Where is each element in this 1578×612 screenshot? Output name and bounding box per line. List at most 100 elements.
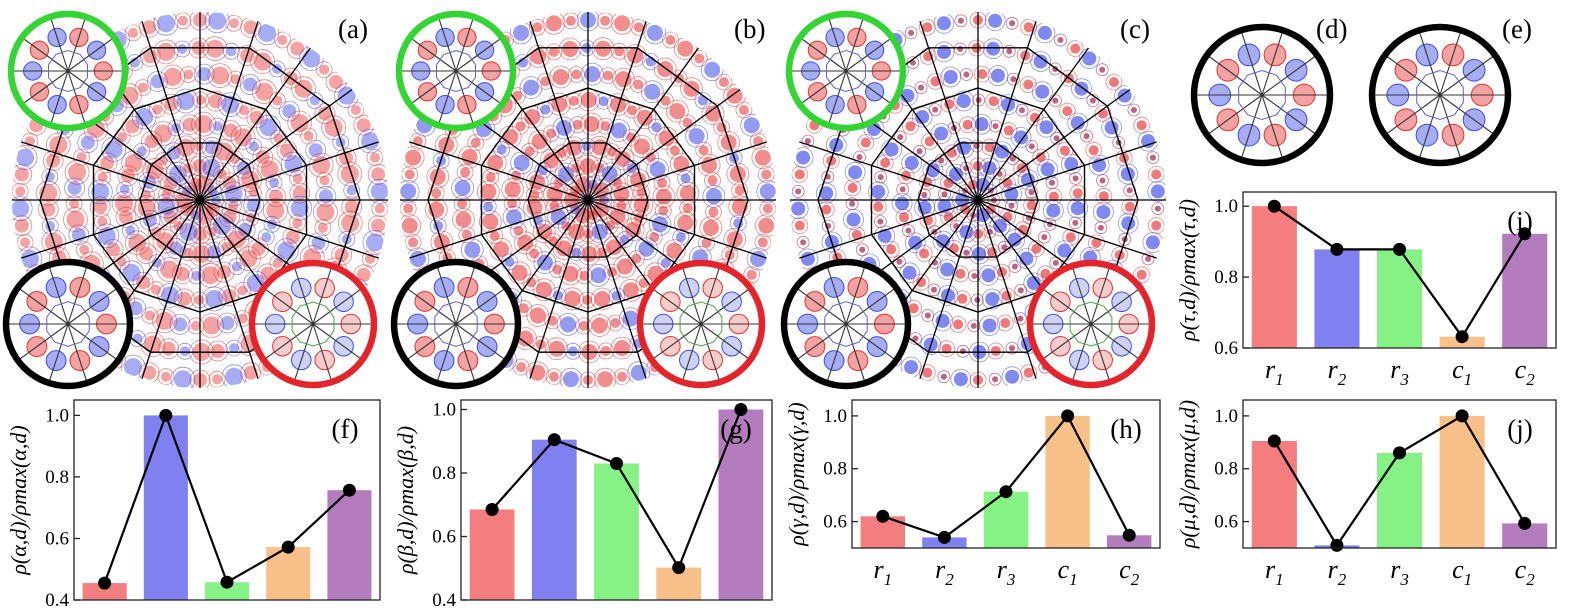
panel-label-h: (h): [1110, 414, 1141, 444]
point-h-c2: [1122, 528, 1136, 542]
ytick-label-f-3: 1.0: [45, 405, 69, 426]
xtick-label-i-c1: c1: [1452, 355, 1472, 389]
xtick-label-f-r1: r1: [95, 607, 114, 612]
bar-chart-i: 0.6 0.8 1.0 r1 r2 r3 c1 c2 (i) ρ(τ,d)/ρmax(τ,d): [1175, 191, 1557, 389]
bar-j-r1: [1251, 441, 1297, 548]
plot-frame-g: [460, 399, 773, 601]
ytick-label-f-2: 0.8: [45, 467, 69, 488]
point-h-r2: [937, 530, 951, 544]
ytick-label-h-1: 0.8: [823, 459, 847, 480]
bar-g-r3: [594, 463, 639, 600]
line-f: [103, 412, 351, 584]
ytick-label-j-2: 1.0: [1214, 406, 1238, 427]
xtick-label-j-c2: c2: [1515, 555, 1536, 589]
pattern-panel-e: [1368, 23, 1512, 167]
bar-chart-g: 0.4 0.6 0.8 1.0 r1 r2 r3 c1 c2 (g) ρ(β,d)/ρmax(β,d…: [393, 399, 773, 612]
xtick-label-j-c1: c1: [1452, 555, 1472, 589]
ylabel-i: ρ(τ,d)/ρmax(τ,d): [1175, 199, 1200, 342]
xtick-label-h-c1: c1: [1058, 555, 1078, 589]
point-i-r2: [1330, 242, 1344, 256]
pattern-panel-b: [390, 10, 776, 390]
ytick-label-g-2: 0.8: [432, 463, 456, 484]
ytick-label-h-0: 0.6: [823, 512, 847, 533]
ytick-label-i-0: 0.6: [1214, 338, 1238, 359]
bar-g-r1: [469, 509, 515, 600]
xtick-label-g-c2: c2: [731, 607, 752, 612]
point-g-c1: [672, 561, 686, 575]
xtick-label-g-c1: c1: [669, 607, 689, 612]
point-i-c2: [1518, 227, 1532, 241]
bar-j-c1: [1439, 415, 1485, 548]
point-f-r3: [220, 575, 234, 589]
point-j-r3: [1393, 446, 1406, 460]
xtick-label-i-r1: r1: [1265, 355, 1284, 389]
ylabel-j: ρ(μ,d)/ρmax(μ,d): [1175, 400, 1200, 549]
ytick-label-f-0: 0.4: [45, 590, 69, 611]
xtick-label-g-r1: r1: [483, 607, 502, 612]
pattern-panel-c: [780, 10, 1166, 390]
bar-chart-h: 0.6 0.8 1.0 r1 r2 r3 c1 c2 (h) ρ(γ,d)/ρmax(γ,d): [784, 399, 1161, 589]
bar-i-r1: [1251, 206, 1297, 348]
xtick-label-j-r3: r3: [1390, 555, 1409, 589]
panel-label-i: (i): [1507, 206, 1532, 236]
bar-chart-f: 0.4 0.6 0.8 1.0 r1 r2 r3 c1 c2 (f) ρ(α,d)/ρmax(α,d…: [6, 399, 381, 612]
bar-chart-j: 0.6 0.8 1.0 r1 r2 r3 c1 c2 (j) ρ(μ,d)/ρmax(μ,d): [1175, 399, 1557, 589]
point-j-r1: [1267, 434, 1281, 448]
ylabel-g: ρ(β,d)/ρmax(β,d): [393, 426, 418, 575]
bar-f-c2: [327, 490, 372, 600]
point-f-r1: [98, 576, 112, 590]
point-h-c1: [1061, 409, 1075, 423]
panel-label-j: (j): [1507, 414, 1532, 444]
bar-h-r3: [983, 491, 1029, 548]
point-g-c2: [734, 403, 748, 416]
point-h-r3: [999, 485, 1013, 499]
point-f-c1: [281, 540, 295, 554]
ytick-label-g-0: 0.4: [432, 590, 456, 611]
point-j-r2: [1330, 538, 1344, 552]
ytick-label-i-2: 1.0: [1214, 196, 1238, 217]
point-f-c2: [342, 483, 356, 497]
ytick-label-g-3: 1.0: [432, 400, 456, 421]
point-j-c1: [1455, 409, 1469, 423]
panel-label-d: (d): [1316, 14, 1347, 44]
ytick-label-i-1: 0.8: [1214, 267, 1238, 288]
plot-frame-h: [851, 399, 1161, 549]
bar-i-c2: [1502, 233, 1548, 348]
xtick-label-f-c1: c1: [278, 607, 298, 612]
xtick-label-f-r2: r2: [156, 607, 175, 612]
ylabel-h: ρ(γ,d)/ρmax(γ,d): [784, 402, 809, 547]
xtick-label-j-r1: r1: [1265, 555, 1284, 589]
panel-label-e: (e): [1502, 14, 1532, 44]
bar-h-c1: [1045, 415, 1090, 548]
ytick-label-h-2: 1.0: [823, 406, 847, 427]
ytick-label-j-1: 0.8: [1214, 459, 1238, 480]
bar-f-r3: [205, 582, 250, 600]
panel-label-b: (b): [734, 14, 765, 44]
point-g-r1: [485, 503, 499, 516]
xtick-label-h-c2: c2: [1119, 555, 1140, 589]
bar-i-r3: [1377, 249, 1423, 348]
bar-i-r2: [1314, 249, 1360, 348]
bar-g-c2: [718, 409, 764, 600]
ylabel-f: ρ(α,d)/ρmax(α,d): [6, 425, 31, 575]
xtick-label-g-r3: r3: [607, 607, 626, 612]
point-i-r3: [1393, 242, 1406, 256]
xtick-label-j-r2: r2: [1328, 555, 1347, 589]
panel-label-f: (f): [332, 414, 359, 444]
plot-frame-i: [1242, 191, 1557, 349]
ytick-label-f-1: 0.6: [45, 529, 69, 550]
xtick-label-h-r1: r1: [873, 555, 892, 589]
xtick-label-i-c2: c2: [1515, 355, 1536, 389]
xtick-label-h-r3: r3: [997, 555, 1016, 589]
xtick-label-i-r3: r3: [1390, 355, 1409, 389]
plot-frame-f: [73, 399, 381, 601]
point-g-r2: [547, 433, 561, 447]
xtick-label-h-r2: r2: [935, 555, 954, 589]
panel-label-c: (c): [1120, 14, 1150, 44]
point-f-r2: [159, 408, 173, 422]
point-h-r1: [876, 509, 890, 523]
xtick-label-i-r2: r2: [1328, 355, 1347, 389]
bar-g-r2: [531, 439, 577, 600]
point-g-r3: [610, 457, 623, 470]
